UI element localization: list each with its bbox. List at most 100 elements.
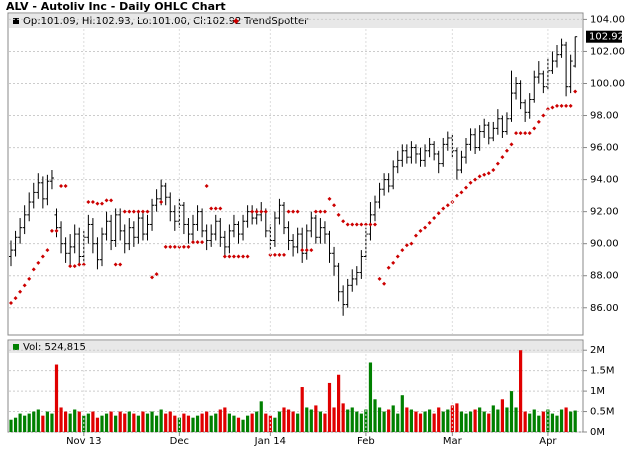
trend-dot [509,142,514,147]
trend-dot [495,161,500,166]
trend-dot [31,267,36,272]
trend-dot [36,260,41,265]
trend-dot [81,262,86,267]
x-tick-label: Nov 13 [66,436,101,447]
trend-dot [354,222,359,227]
volume-bar [173,415,177,432]
trend-dot [518,131,523,136]
volume-bar [264,413,268,432]
volume-bar [487,413,491,432]
volume-bar [95,417,100,432]
volume-bar [41,415,45,432]
trend-dot [491,167,496,172]
volume-bar [300,387,304,432]
trend-dot [95,201,100,206]
volume-bar [191,417,195,432]
x-tick-label: Dec [170,436,189,447]
volume-bar [236,417,241,432]
volume-bar [277,411,282,432]
trend-dot [200,240,205,245]
volume-bar [382,411,386,432]
y-tick-label: 104.00 [590,14,625,25]
volume-bar [573,410,577,432]
trend-dot [218,206,223,211]
volume-bar [559,409,564,432]
volume-bar [91,411,95,432]
trend-dot [227,254,232,259]
trend-dot [186,244,191,249]
trend-dot [209,206,214,211]
volume-bar [246,415,250,432]
volume-bar [114,415,118,432]
volume-bar [195,415,200,432]
trend-dot [391,260,396,265]
volume-bar [218,409,222,432]
volume-bar [350,407,354,432]
volume-bar [54,364,59,432]
trend-dot [263,209,268,214]
volume-bar [296,413,300,432]
volume-bar [18,413,22,432]
y-tick-label: 2M [590,345,605,356]
trend-dot [18,289,23,294]
trend-dot [350,222,355,227]
volume-bar [505,407,509,432]
volume-bar [109,411,113,432]
trend-dot [445,203,450,208]
volume-bar [104,413,109,432]
volume-bar [136,415,140,432]
volume-bar [564,407,568,432]
volume-bar [159,409,163,432]
trend-dot [404,243,409,248]
price-panel [7,12,584,336]
trend-dot [373,222,377,227]
trend-dot [291,209,296,214]
trend-dot [222,254,227,259]
volume-bar [437,407,441,432]
volume-bar [414,411,418,432]
volume-bar [555,415,559,432]
volume-bar [541,411,545,432]
trend-dot [295,209,300,214]
trend-dot [13,296,18,301]
y-tick-label: 0.5M [590,407,615,418]
trend-dot [195,240,200,245]
y-tick-label: 88.00 [590,271,619,282]
volume-legend-swatch [13,344,19,350]
trend-dot [27,276,32,281]
trend-dot [527,131,532,136]
trend-dot [140,209,145,214]
volume-bar [400,395,404,432]
trend-dot [213,206,218,211]
trend-dot [318,209,323,214]
volume-bar [145,413,150,432]
y-tick-label: 86.00 [590,303,619,314]
trend-dot [382,281,387,286]
trend-dot [514,131,519,136]
volume-bar [423,411,427,432]
trend-dot [423,225,428,230]
volume-bar [50,413,54,432]
volume-bar [446,409,450,432]
trend-dot [22,283,27,288]
trend-dot [313,209,318,214]
trend-legend: TrendSpotter [243,16,309,27]
volume-bar [464,413,468,432]
volume-bar [150,411,154,432]
trend-dot [282,252,286,257]
trend-dot [100,201,104,206]
volume-bar [473,409,477,432]
volume-bar [64,411,68,432]
volume-bar [118,411,122,432]
volume-bar [168,411,172,432]
volume-bar [77,411,81,432]
volume-bar [396,413,400,432]
x-tick-label: Apr [539,436,557,447]
trend-dot [341,219,346,224]
volume-bar [405,407,409,432]
trend-dot [90,200,95,205]
volume-bar [223,407,227,432]
volume-bar [377,407,382,432]
trend-dot [286,209,291,214]
